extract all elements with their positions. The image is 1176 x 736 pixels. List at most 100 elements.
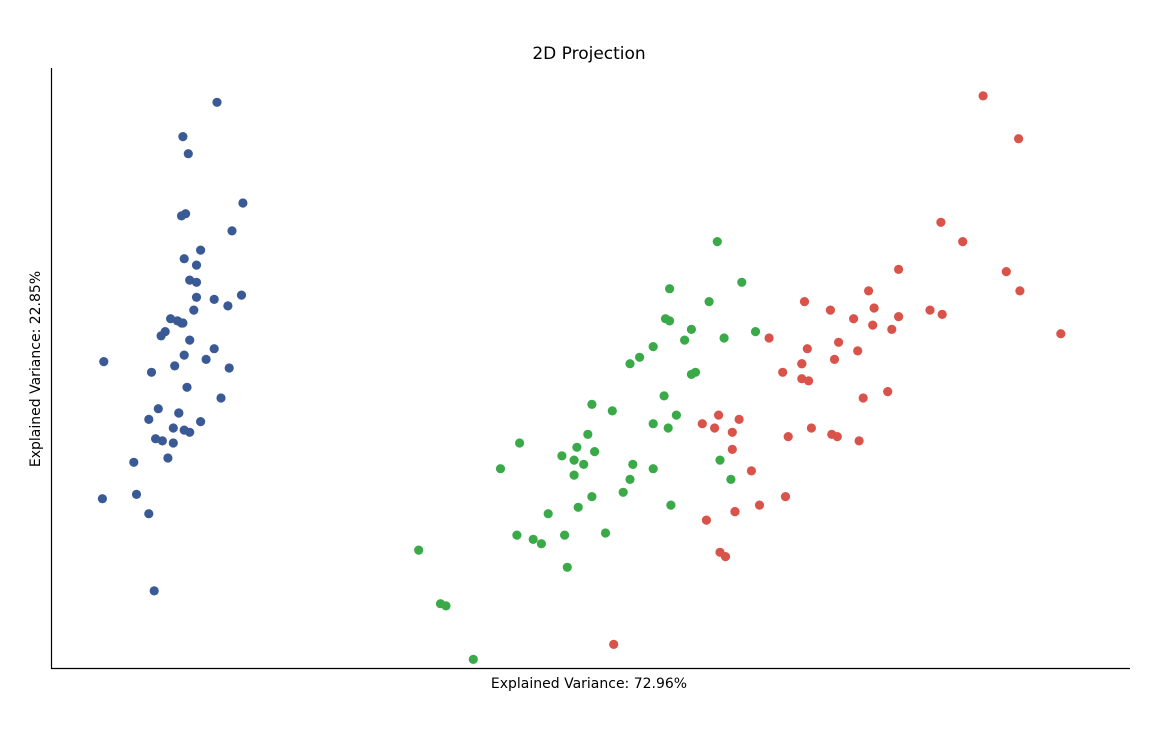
scatter-point-s1-33 [726, 474, 736, 484]
scatter-point-s0-33 [183, 149, 193, 159]
scatter-point-s2-5 [1001, 267, 1011, 277]
scatter-point-s0-24 [216, 393, 226, 403]
scatter-point-s0-22 [99, 357, 109, 367]
scatter-point-s2-20 [869, 303, 879, 313]
scatter-point-s2-9 [936, 217, 946, 227]
scatter-point-s2-36 [829, 354, 840, 364]
scatter-point-s2-40 [853, 346, 863, 356]
scatter-point-s2-49 [727, 444, 737, 454]
scatter-point-s1-43 [441, 601, 451, 611]
scatter-point-s0-2 [144, 414, 154, 424]
scatter-point-s2-24 [849, 314, 859, 324]
scatter-point-s0-4 [166, 314, 176, 324]
scatter-point-s0-42 [129, 457, 139, 467]
scatter-point-s1-0 [712, 237, 722, 247]
scatter-point-s0-44 [236, 290, 247, 300]
scatter-point-s1-31 [512, 530, 522, 540]
scatter-point-s1-13 [671, 410, 682, 420]
scatter-point-s0-7 [179, 350, 189, 360]
scatter-point-s1-28 [648, 419, 658, 429]
scatter-point-s2-35 [958, 237, 968, 247]
scatter-point-s1-3 [562, 562, 572, 572]
scatter-point-s2-30 [925, 305, 935, 315]
scatter-point-s1-39 [560, 530, 570, 540]
scatter-point-s2-41 [799, 297, 810, 307]
scatter-point-s2-32 [832, 432, 842, 442]
scatter-point-s1-10 [468, 654, 478, 665]
scatter-point-s1-9 [536, 539, 547, 549]
scatter-point-s1-2 [737, 277, 747, 287]
scatter-point-s2-4 [858, 393, 868, 403]
scatter-point-s1-12 [573, 502, 583, 512]
scatter-point-s2-48 [797, 359, 807, 369]
scatter-point-s2-31 [978, 91, 988, 101]
y-axis-label: Explained Variance: 22.85% [28, 271, 44, 467]
scatter-point-s2-14 [754, 500, 765, 510]
scatter-point-s0-40 [160, 327, 170, 337]
scatter-point-s0-8 [144, 509, 154, 519]
scatter-point-s0-32 [176, 211, 187, 221]
scatter-point-s1-17 [569, 455, 579, 465]
scatter-point-s0-26 [201, 354, 211, 364]
scatter-point-s2-2 [894, 312, 904, 322]
scatter-point-s1-14 [515, 438, 525, 448]
scatter-point-s2-0 [883, 387, 893, 397]
scatter-point-s0-41 [149, 586, 159, 596]
scatter-point-s2-33 [734, 414, 744, 424]
scatter-point-s0-1 [168, 423, 178, 433]
scatter-point-s1-25 [660, 314, 671, 324]
scatter-point-s2-27 [714, 410, 724, 420]
scatter-point-s1-29 [495, 464, 506, 474]
scatter-point-s0-39 [185, 335, 195, 345]
scatter-point-s1-48 [414, 545, 424, 555]
scatter-point-s0-15 [212, 97, 222, 107]
scatter-point-s1-47 [625, 359, 635, 369]
scatter-point-s1-30 [528, 534, 538, 545]
scatter-point-s2-7 [937, 309, 947, 319]
scatter-point-s1-16 [628, 459, 638, 469]
scatter-point-s1-27 [750, 327, 761, 337]
scatter-point-s1-26 [719, 333, 729, 343]
scatter-point-s1-40 [600, 528, 611, 538]
scatter-point-s1-24 [635, 352, 645, 362]
scatter-point-s0-20 [223, 301, 233, 311]
scatter-point-s2-3 [806, 423, 817, 433]
scatter-point-s1-18 [666, 500, 676, 510]
scatter-point-s1-5 [625, 474, 635, 484]
scatter-point-s0-25 [196, 417, 206, 427]
scatter-point-s1-34 [618, 487, 628, 497]
scatter-point-s2-19 [715, 547, 725, 557]
scatter-point-s2-38 [697, 419, 707, 429]
scatter-point-s1-38 [572, 442, 582, 452]
scatter-point-s1-32 [557, 451, 567, 461]
scatter-point-s0-35 [146, 367, 157, 377]
scatter-point-s2-46 [746, 466, 757, 476]
scatter-point-s2-37 [797, 374, 807, 384]
scatter-point-s1-45 [583, 429, 593, 439]
scatter-point-s0-48 [191, 260, 202, 270]
scatter-point-s0-27 [189, 305, 199, 315]
scatter-point-s0-23 [224, 363, 234, 373]
scatter-point-s1-42 [569, 470, 579, 480]
scatter-point-s0-13 [97, 494, 107, 504]
scatter-point-s2-18 [1056, 329, 1066, 339]
scatter-point-s0-18 [238, 198, 248, 208]
scatter-point-s2-39 [825, 305, 836, 315]
scatter-point-s0-36 [179, 254, 189, 264]
scatter-point-s1-35 [648, 342, 658, 352]
scatter-point-s0-11 [182, 382, 192, 392]
scatter-point-s0-31 [209, 294, 219, 304]
scatter-point-s0-21 [191, 292, 202, 302]
scatter-point-s1-22 [715, 455, 725, 465]
scatter-point-s0-14 [178, 132, 188, 142]
scatter-point-s0-28 [178, 318, 188, 328]
scatter-point-s2-42 [730, 507, 740, 517]
scatter-point-s2-12 [834, 337, 844, 347]
scatter-point-s0-47 [151, 434, 161, 444]
scatter-point-s0-3 [163, 453, 173, 463]
scatter-point-s2-11 [783, 432, 793, 442]
scatter-point-s2-8 [854, 436, 864, 446]
x-axis-label: Explained Variance: 72.96% [491, 676, 687, 692]
scatter-point-s0-10 [196, 245, 206, 255]
